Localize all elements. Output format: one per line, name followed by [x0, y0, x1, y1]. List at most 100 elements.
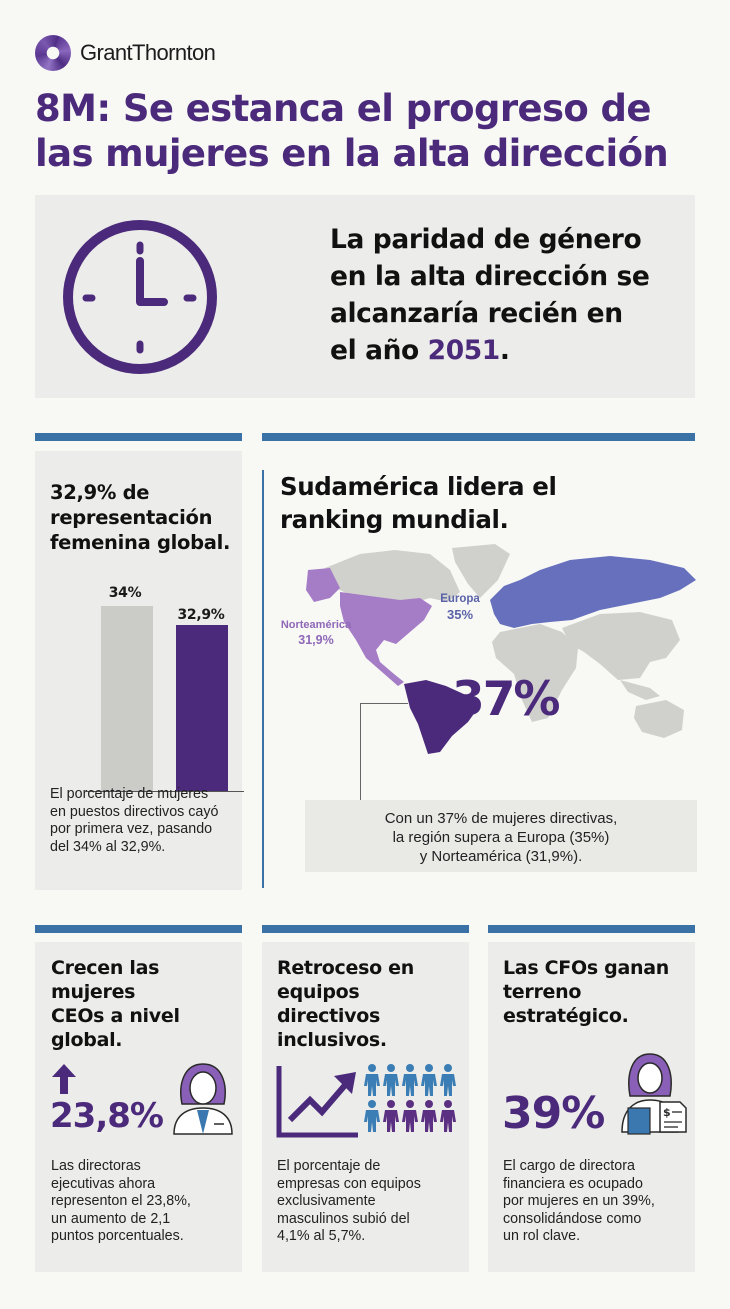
parity-line-4: el año 2051. [330, 332, 690, 369]
section-rule [262, 433, 695, 441]
card-body-line: un aumento de 2,1 [51, 1210, 171, 1227]
parity-year: 2051 [427, 335, 501, 366]
card-title-line: CEOs a nivel [51, 1005, 180, 1027]
grant-thornton-logo: GrantThornton [35, 35, 216, 71]
card-title-line: Retroceso en [277, 957, 414, 979]
card-title-line: Crecen las mujeres [51, 957, 160, 1003]
arrow-up-icon [52, 1064, 76, 1094]
north-america-value: 31,9% [298, 633, 334, 647]
africa [492, 624, 578, 722]
parity-statement: La paridad de género en la alta direcció… [330, 221, 690, 369]
card-title-line: terreno [503, 981, 582, 1003]
world-map [306, 544, 696, 754]
greenland [452, 544, 510, 598]
canada [325, 550, 460, 604]
svg-text:$: $ [663, 1106, 671, 1119]
brand-name: GrantThornton [80, 40, 216, 65]
global-representation-card: 32,9% de representación femenina global.… [35, 451, 244, 890]
section-rule [35, 925, 242, 933]
card-body-line: representon el 23,8%, [51, 1193, 191, 1209]
card-title: Las CFOs ganan terreno estratégico. [503, 956, 693, 1028]
card-title-line: equipos [277, 981, 360, 1003]
card-body-line: por primera vez, pasando [50, 821, 213, 837]
clock-icon [63, 220, 217, 374]
card-title-line: femenina global. [50, 531, 231, 554]
europe-value: 35% [446, 607, 474, 622]
parity-line-4-prefix: el año [330, 335, 428, 366]
card-title: 32,9% de representación femenina global. [50, 480, 240, 555]
asia [562, 612, 680, 680]
section-divider [262, 470, 264, 888]
trend-up-chart-icon [276, 1066, 358, 1138]
north-america [340, 592, 432, 686]
card-body-line: del 34% al 32,9%. [50, 838, 166, 855]
section-rule [35, 433, 242, 441]
logo-mark-icon [35, 35, 71, 71]
caption-line: y Norteamérica (31,9%). [419, 848, 583, 865]
card-body-line: exclusivamente [277, 1193, 376, 1209]
europe [490, 556, 696, 628]
caption-line: Con un 37% de mujeres directivas, [384, 810, 618, 827]
card-title: Retroceso en equipos directivos inclusiv… [277, 956, 467, 1052]
card-body-line: El porcentaje de mujeres [50, 786, 209, 802]
parity-line-1: La paridad de género [330, 224, 642, 255]
south-america-stat: 37% [452, 672, 560, 727]
alaska [306, 568, 340, 602]
map-title-line: Sudamérica lidera el [280, 472, 557, 501]
businesswoman-finance-icon: $ [621, 1053, 687, 1135]
people-group-icon [364, 1064, 456, 1132]
bar-previous [101, 606, 153, 791]
bar-chart: 34% 32,9% [51, 571, 244, 792]
card-body-line: empresas con equipos [277, 1175, 421, 1192]
map-section-title: Sudamérica lidera el ranking mundial. [280, 470, 700, 536]
page-title-line-2: las mujeres en la alta dirección [35, 132, 669, 175]
leader-line [360, 703, 408, 704]
leader-line [360, 703, 361, 800]
cfo-card: Las CFOs ganan terreno estratégico. 39% … [488, 942, 695, 1272]
section-rule [488, 925, 695, 933]
caption-line: la región supera a Europa (35%) [392, 829, 610, 846]
card-title-line: inclusivos. [277, 1029, 387, 1051]
inclusive-teams-card: Retroceso en equipos directivos inclusiv… [262, 942, 469, 1272]
card-title-line: Las CFOs ganan [503, 957, 669, 979]
parity-line-2: en la alta dirección se [330, 261, 650, 292]
bar-label-current: 32,9% [177, 607, 225, 623]
card-body-line: El cargo de directora [503, 1158, 635, 1174]
card-body: El porcentaje de empresas con equipos ex… [277, 1158, 467, 1246]
map-title-line: ranking mundial. [280, 505, 509, 534]
parity-banner: La paridad de género en la alta direcció… [35, 195, 695, 398]
section-rule [262, 925, 469, 933]
card-body-line: ejecutivas ahora [51, 1175, 156, 1192]
parity-line-4-suffix: . [499, 335, 510, 366]
north-america-label: Norteamérica 31,9% [274, 618, 358, 648]
ceo-card: Crecen las mujeres CEOs a nivel global. … [35, 942, 242, 1272]
north-america-name: Norteamérica [280, 619, 352, 631]
south-america [404, 680, 478, 754]
parity-line-3: alcanzaría recién en [330, 298, 623, 329]
page-title: 8M: Se estanca el progreso de las mujere… [35, 86, 715, 176]
cfo-stat: 39% [502, 1088, 605, 1139]
chart-baseline [86, 791, 244, 792]
card-title-line: estratégico. [503, 1005, 629, 1027]
card-body-line: en puestos directivos cayó [50, 803, 219, 820]
card-body-line: un rol clave. [503, 1228, 581, 1244]
card-body-line: Las directoras [51, 1158, 141, 1174]
australia [634, 700, 684, 738]
card-title-line: directivos [277, 1005, 380, 1027]
bar-current [176, 625, 228, 791]
card-body: El porcentaje de mujeres en puestos dire… [50, 786, 240, 856]
page-title-line-1: 8M: Se estanca el progreso de [35, 87, 652, 130]
europe-label: Europa 35% [432, 592, 488, 622]
card-body-line: consolidándose como [503, 1210, 642, 1227]
southeast-asia [620, 680, 660, 700]
ceo-stat: 23,8% [50, 1096, 164, 1136]
card-title: Crecen las mujeres CEOs a nivel global. [51, 956, 246, 1052]
card-body-line: El porcentaje de [277, 1158, 381, 1174]
card-title-line: representación [50, 506, 213, 529]
card-body-line: por mujeres en un 39%, [503, 1193, 655, 1209]
card-body: El cargo de directora financiera es ocup… [503, 1158, 693, 1246]
card-body-line: puntos porcentuales. [51, 1228, 184, 1244]
businesswoman-icon [173, 1063, 233, 1135]
map-caption: Con un 37% de mujeres directivas, la reg… [305, 800, 697, 872]
card-title-line: 32,9% de [50, 481, 150, 504]
